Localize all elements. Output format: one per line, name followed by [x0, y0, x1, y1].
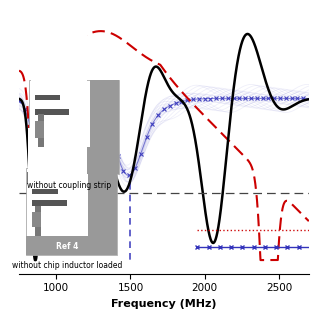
Bar — [32, 189, 58, 194]
Bar — [26, 168, 117, 255]
Bar — [35, 109, 69, 115]
Bar — [29, 80, 119, 174]
Text: without chip inductor loaded: without chip inductor loaded — [12, 261, 122, 269]
Bar — [32, 212, 41, 227]
Text: 3:1 VSWR: 3:1 VSWR — [28, 176, 77, 185]
Text: Ref 4: Ref 4 — [56, 242, 79, 251]
Bar — [26, 236, 117, 255]
Bar — [29, 147, 119, 174]
X-axis label: Frequency (MHz): Frequency (MHz) — [111, 299, 217, 309]
Bar — [35, 121, 44, 138]
Bar — [32, 200, 67, 207]
Bar — [35, 206, 41, 236]
Bar — [38, 115, 44, 147]
Text: Ref 3: Ref 3 — [58, 156, 81, 165]
Bar — [90, 80, 119, 147]
Bar — [35, 95, 60, 100]
Text: without coupling strip: without coupling strip — [28, 181, 112, 190]
Bar — [31, 13, 87, 214]
Bar — [27, 172, 82, 184]
Bar — [28, 128, 84, 184]
Bar — [88, 168, 117, 236]
